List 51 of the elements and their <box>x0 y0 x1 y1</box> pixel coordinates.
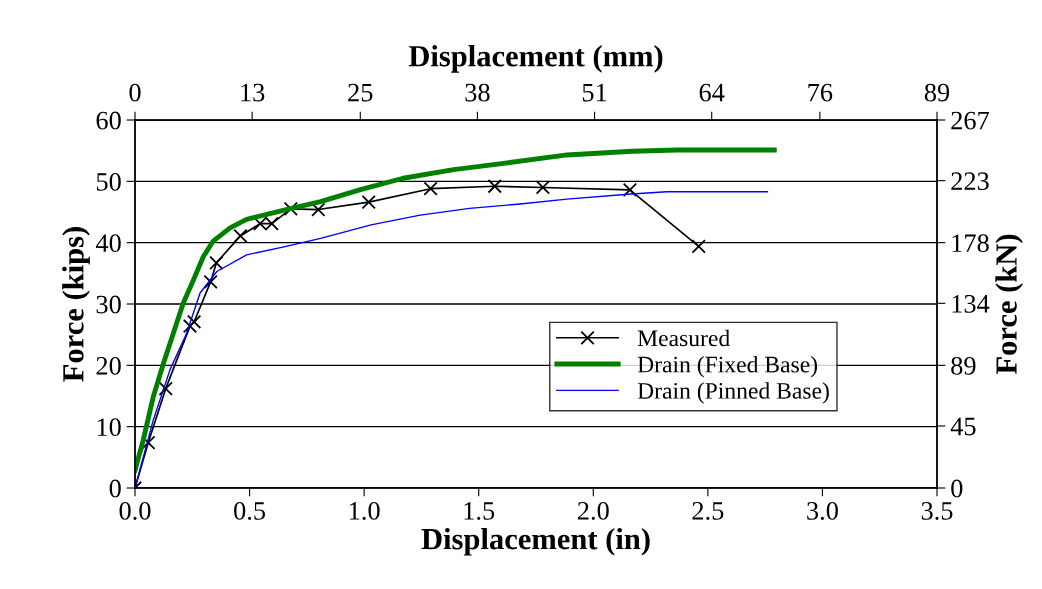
x2-tick-label: 38 <box>465 83 490 102</box>
x2-tick-label: 64 <box>699 83 725 102</box>
x2-tick-label: 89 <box>924 83 950 102</box>
point <box>423 181 438 196</box>
y-tick-label: 10 <box>97 418 121 437</box>
x-tick-label: 0.0 <box>119 501 151 520</box>
point <box>361 195 376 210</box>
x-axis-title: Displacement (in) <box>421 527 650 556</box>
x-tick-label: 2.5 <box>692 502 724 520</box>
x-tick-label: 3.5 <box>921 502 953 520</box>
x2-tick-label: 25 <box>348 83 373 102</box>
y-axis-title: Force (kips) <box>62 227 90 382</box>
x2-tick-label: 13 <box>241 83 265 102</box>
point <box>311 202 326 217</box>
y-tick-label: 50 <box>96 172 121 191</box>
point <box>691 239 706 254</box>
x2-tick-label: 51 <box>582 83 607 102</box>
point <box>158 381 173 396</box>
y2-tick-label: 134 <box>952 294 990 313</box>
point <box>535 180 551 195</box>
x-tick-label: 0.5 <box>234 501 266 520</box>
point <box>622 182 638 198</box>
x-tick-label: 3.0 <box>807 501 838 520</box>
point <box>182 318 198 334</box>
x2-axis-title: Displacement (mm) <box>408 45 663 73</box>
x-tick-label: 2.0 <box>577 501 609 520</box>
y-tick-label: 60 <box>96 111 121 130</box>
y2-tick-label: 45 <box>950 417 976 436</box>
y2-tick-label: 178 <box>952 234 989 253</box>
y-tick-label: 40 <box>95 234 121 253</box>
y2-tick-label: 0 <box>951 479 963 498</box>
y2-tick-label: 89 <box>951 356 976 375</box>
x-tick-label: 1.0 <box>349 501 380 520</box>
point <box>203 274 218 290</box>
point <box>233 228 248 244</box>
y2-tick-label: 223 <box>951 172 989 191</box>
point <box>186 314 202 329</box>
point <box>209 255 224 271</box>
legend-label: Drain (Pinned Base) <box>637 382 829 404</box>
x2-tick-label: 76 <box>808 83 833 102</box>
y-tick-label: 20 <box>96 356 121 375</box>
point <box>487 179 502 194</box>
y-tick-label: 30 <box>96 295 121 314</box>
legend-label: Drain (Fixed Base) <box>637 355 818 378</box>
legend-label: Measured <box>637 329 730 347</box>
y2-tick-label: 267 <box>951 111 990 130</box>
y-tick-label: 0 <box>109 479 121 498</box>
x-tick-label: 1.5 <box>464 502 495 520</box>
y2-axis-title: Force (kN) <box>995 234 1024 375</box>
x2-tick-label: 0 <box>129 83 141 102</box>
point <box>283 201 298 217</box>
